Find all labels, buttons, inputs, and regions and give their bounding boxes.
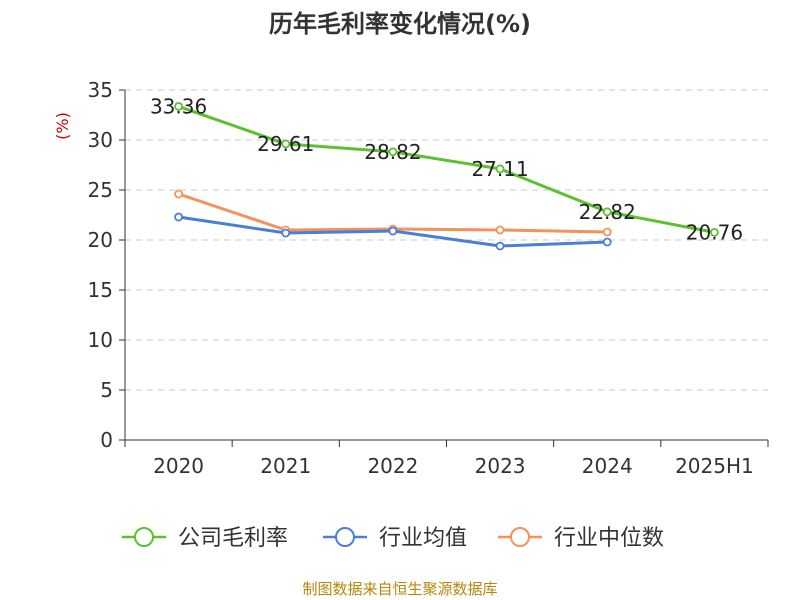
legend-swatch-marker (335, 527, 355, 547)
legend-swatch-marker (134, 527, 154, 547)
data-label: 22.82 (579, 200, 636, 224)
y-tick-label: 35 (88, 78, 113, 102)
legend: 公司毛利率 行业均值 行业中位数 (122, 526, 664, 551)
axes (119, 89, 769, 447)
x-tick-label: 2025H1 (675, 454, 754, 478)
y-tick-label: 30 (88, 128, 113, 152)
y-tick-label: 15 (88, 278, 113, 302)
data-point (495, 241, 505, 251)
y-tick-label: 0 (100, 428, 113, 452)
legend-label: 行业中位数 (554, 526, 664, 551)
data-point (281, 139, 291, 149)
data-point (174, 102, 183, 111)
legend-swatch-marker (510, 527, 530, 547)
chart-title: 历年毛利率变化情况(%) (269, 10, 531, 38)
data-label: 33.36 (150, 94, 207, 118)
legend-label: 行业均值 (379, 526, 467, 551)
series-lines (174, 102, 719, 251)
data-point (388, 147, 398, 157)
x-tick-label: 2022 (367, 454, 418, 478)
data-point (495, 225, 505, 235)
data-point (174, 189, 183, 199)
data-point (281, 228, 291, 238)
data-point (602, 207, 612, 217)
data-point (602, 237, 612, 247)
y-tick-label: 25 (88, 178, 113, 202)
x-tick-labels: 2020 2021 2022 2023 2024 2025H1 (153, 454, 754, 478)
data-point (602, 227, 612, 237)
y-axis-label: (%) (53, 112, 72, 140)
y-tick-label: 10 (88, 328, 113, 352)
y-tick-label: 20 (88, 228, 113, 252)
y-tick-label: 5 (100, 378, 113, 402)
data-labels: 33.36 29.61 28.82 27.11 22.82 20.76 (150, 94, 743, 244)
x-tick-label: 2024 (582, 454, 633, 478)
legend-label: 公司毛利率 (178, 526, 288, 551)
series-line-0 (178, 104, 715, 234)
data-label: 27.11 (471, 157, 528, 181)
x-tick-label: 2020 (153, 454, 204, 478)
x-tick-label: 2023 (475, 454, 526, 478)
data-point (710, 227, 719, 237)
data-label: 28.82 (364, 140, 421, 164)
data-point (495, 164, 505, 174)
data-point (174, 212, 183, 222)
source-note: 制图数据来自恒生聚源数据库 (302, 580, 497, 598)
data-label: 20.76 (686, 220, 743, 244)
data-point (388, 226, 398, 236)
y-tick-labels: 0 5 10 15 20 25 30 35 (88, 78, 113, 452)
data-label: 29.61 (257, 132, 314, 156)
x-tick-label: 2021 (260, 454, 311, 478)
